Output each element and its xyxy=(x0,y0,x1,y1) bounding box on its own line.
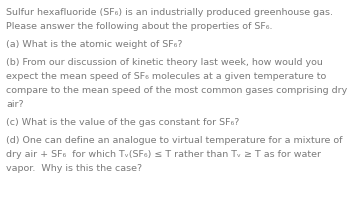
Text: (d) One can define an analogue to virtual temperature for a mixture of: (d) One can define an analogue to virtua… xyxy=(6,136,343,145)
Text: dry air + SF₆  for which Tᵥ(SF₆) ≤ T rather than Tᵥ ≥ T as for water: dry air + SF₆ for which Tᵥ(SF₆) ≤ T rath… xyxy=(6,150,321,159)
Text: air?: air? xyxy=(6,100,24,109)
Text: (b) From our discussion of kinetic theory last week, how would you: (b) From our discussion of kinetic theor… xyxy=(6,58,323,67)
Text: Please answer the following about the properties of SF₆.: Please answer the following about the pr… xyxy=(6,22,273,31)
Text: vapor.  Why is this the case?: vapor. Why is this the case? xyxy=(6,164,142,173)
Text: expect the mean speed of SF₆ molecules at a given temperature to: expect the mean speed of SF₆ molecules a… xyxy=(6,72,326,81)
Text: (a) What is the atomic weight of SF₆?: (a) What is the atomic weight of SF₆? xyxy=(6,40,182,49)
Text: (c) What is the value of the gas constant for SF₆?: (c) What is the value of the gas constan… xyxy=(6,118,239,127)
Text: compare to the mean speed of the most common gases comprising dry: compare to the mean speed of the most co… xyxy=(6,86,347,95)
Text: Sulfur hexafluoride (SF₆) is an industrially produced greenhouse gas.: Sulfur hexafluoride (SF₆) is an industri… xyxy=(6,8,333,17)
